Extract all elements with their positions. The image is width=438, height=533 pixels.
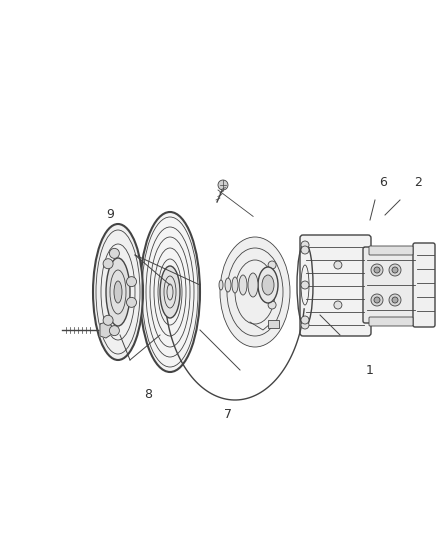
Text: 2: 2 [414,176,422,190]
Circle shape [371,294,383,306]
Circle shape [392,267,398,273]
Text: 9: 9 [106,208,114,222]
Ellipse shape [114,281,122,303]
Text: 1: 1 [366,364,374,376]
Ellipse shape [220,237,290,347]
Ellipse shape [248,273,258,297]
Circle shape [334,261,342,269]
Ellipse shape [239,275,247,295]
Circle shape [374,297,380,303]
FancyBboxPatch shape [413,243,435,327]
FancyBboxPatch shape [369,246,413,255]
FancyBboxPatch shape [369,317,413,326]
Circle shape [301,241,309,249]
Ellipse shape [232,277,238,293]
Circle shape [392,297,398,303]
Circle shape [268,261,276,269]
Circle shape [127,297,137,308]
Circle shape [110,248,120,259]
Circle shape [389,264,401,276]
Ellipse shape [140,212,200,372]
Text: 7: 7 [224,408,232,422]
FancyBboxPatch shape [300,235,371,336]
Circle shape [301,321,309,329]
Text: 8: 8 [144,389,152,401]
Circle shape [389,294,401,306]
Polygon shape [100,322,112,338]
Circle shape [334,301,342,309]
Text: 6: 6 [379,176,387,190]
Circle shape [127,277,137,287]
Circle shape [301,281,309,289]
Circle shape [103,259,113,269]
Ellipse shape [225,278,231,292]
Ellipse shape [93,224,143,360]
Circle shape [218,180,228,190]
Ellipse shape [262,275,274,295]
Circle shape [371,264,383,276]
Circle shape [110,326,120,336]
FancyBboxPatch shape [268,319,279,327]
Ellipse shape [160,266,180,318]
Ellipse shape [106,258,130,326]
Circle shape [103,316,113,325]
Ellipse shape [219,280,223,290]
Circle shape [301,316,309,324]
FancyBboxPatch shape [363,247,419,323]
Ellipse shape [258,267,278,303]
Circle shape [301,246,309,254]
Circle shape [268,301,276,309]
Circle shape [374,267,380,273]
